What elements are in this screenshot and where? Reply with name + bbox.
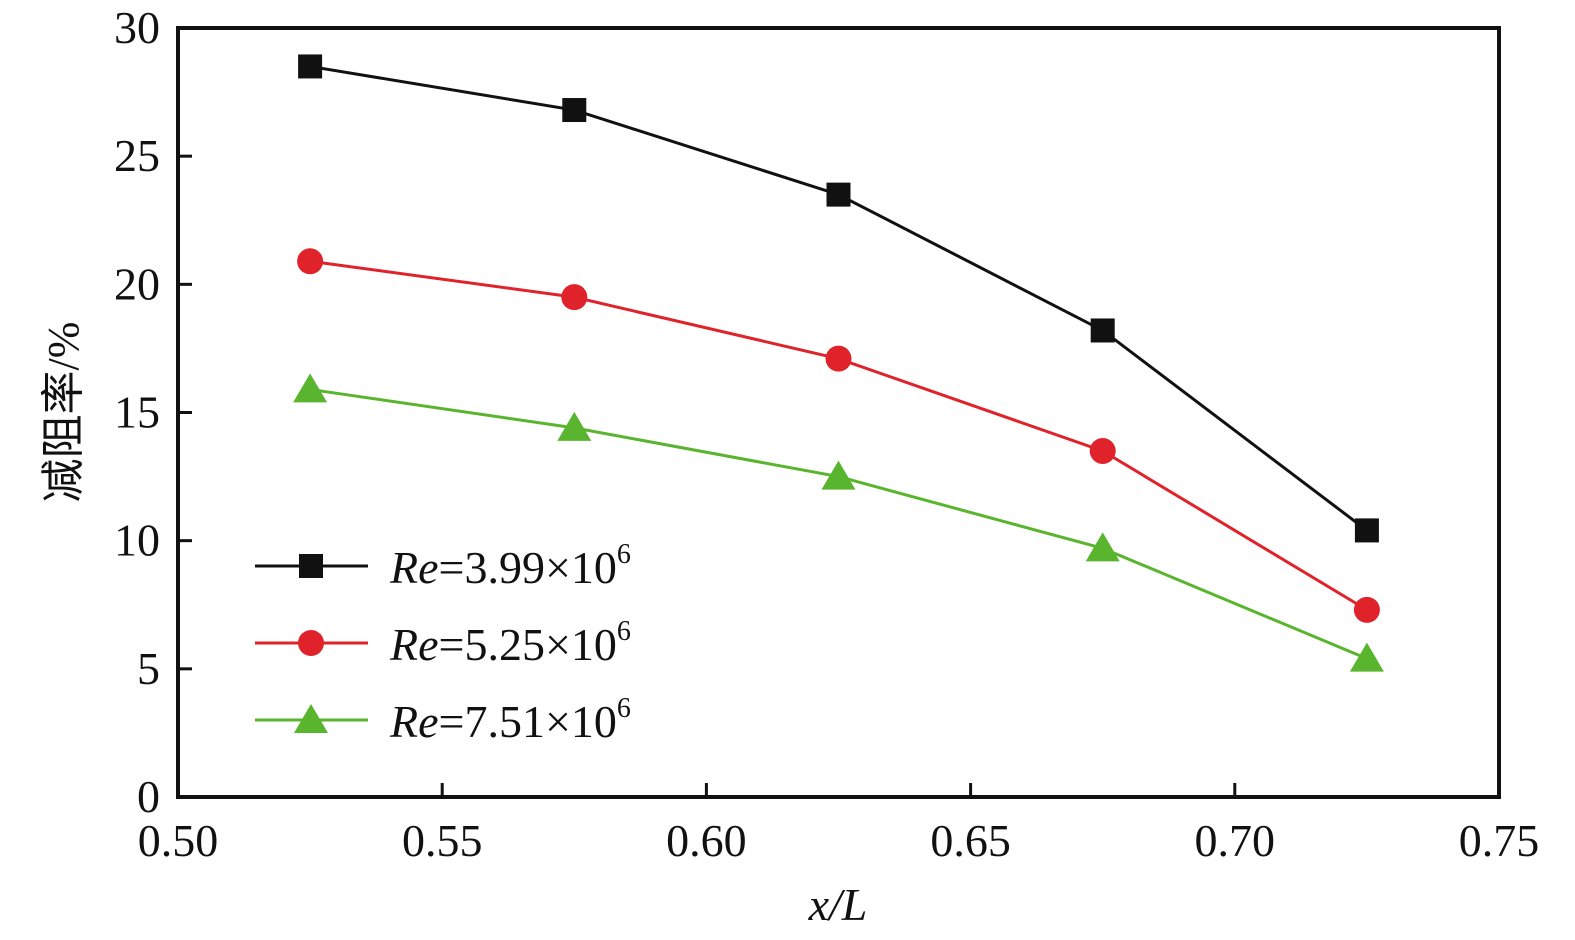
square-marker xyxy=(299,554,323,578)
square-marker xyxy=(562,98,587,123)
triangle-marker xyxy=(821,460,856,490)
x-tick-label: 0.50 xyxy=(138,815,219,866)
x-tick-label: 0.60 xyxy=(666,815,747,866)
x-tick-label: 0.55 xyxy=(402,815,483,866)
legend-label: Re=7.51×106 xyxy=(389,693,631,747)
legend-label: Re=3.99×106 xyxy=(389,539,631,593)
square-marker xyxy=(1354,518,1379,543)
legend-item: Re=3.99×106 xyxy=(255,539,631,593)
circle-marker xyxy=(1353,596,1380,623)
y-tick-label: 15 xyxy=(114,387,160,438)
y-tick-label: 25 xyxy=(114,130,160,181)
triangle-marker xyxy=(1349,642,1384,672)
circle-marker xyxy=(561,284,588,311)
legend-item: Re=7.51×106 xyxy=(255,693,631,747)
legend-label: Re=5.25×106 xyxy=(389,616,631,670)
x-tick-label: 0.75 xyxy=(1459,815,1540,866)
y-tick-label: 0 xyxy=(137,771,160,822)
triangle-marker xyxy=(1085,532,1120,562)
legend-item: Re=5.25×106 xyxy=(255,616,631,670)
circle-marker xyxy=(1089,437,1116,464)
triangle-marker xyxy=(557,411,592,441)
series-2 xyxy=(297,248,1380,623)
y-tick-label: 30 xyxy=(114,2,160,53)
x-tick-label: 0.65 xyxy=(930,815,1011,866)
y-tick-label: 20 xyxy=(114,258,160,309)
y-axis-label: 减阻率/% xyxy=(39,322,88,503)
triangle-marker xyxy=(294,704,328,733)
circle-marker xyxy=(825,345,852,372)
square-marker xyxy=(1090,318,1115,343)
y-tick-label: 5 xyxy=(137,643,160,694)
x-axis-label: x/L xyxy=(808,879,868,930)
square-marker xyxy=(298,54,323,79)
circle-marker xyxy=(297,248,324,275)
series-3 xyxy=(293,373,1384,672)
y-tick-label: 10 xyxy=(114,515,160,566)
x-tick-label: 0.70 xyxy=(1195,815,1276,866)
circle-marker xyxy=(298,630,324,656)
series-1 xyxy=(298,54,1379,543)
triangle-marker xyxy=(293,373,328,403)
plot-frame xyxy=(176,26,1501,799)
square-marker xyxy=(826,182,851,207)
